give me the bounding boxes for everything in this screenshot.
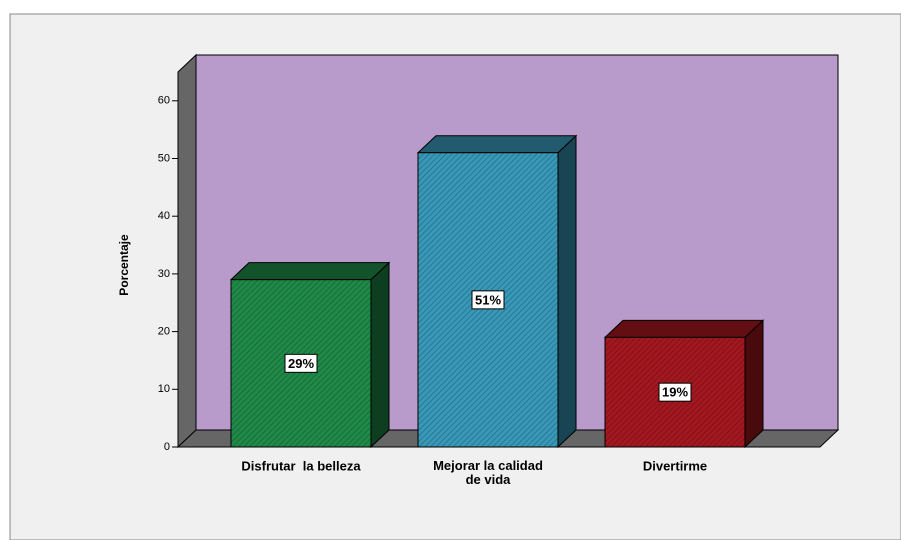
bar-top: [416, 135, 578, 154]
y-axis-label: Porcentaje: [117, 234, 131, 296]
bar-side: [557, 134, 577, 449]
y-tick-label: 20: [158, 326, 170, 338]
x-tick-label: Disfrutar la belleza: [241, 458, 361, 473]
bar-top: [603, 319, 765, 338]
bar-side: [744, 319, 764, 449]
value-label: 51%: [475, 292, 501, 307]
value-label: 19%: [662, 385, 688, 400]
value-label-box: [471, 290, 505, 310]
y-tick-label: 60: [158, 95, 170, 107]
bar-top: [229, 262, 391, 281]
value-label-box: [658, 382, 692, 402]
bar-side: [370, 261, 390, 449]
y-tick-label: 50: [158, 152, 170, 164]
value-label-box: [284, 353, 318, 373]
y-tick-label: 10: [158, 383, 170, 395]
y-tick-label: 40: [158, 210, 170, 222]
y-tick-label: 30: [158, 268, 170, 280]
x-tick-label: Mejorar la calidad de vida: [433, 458, 543, 487]
bar: [603, 319, 765, 449]
value-label: 29%: [288, 356, 314, 371]
y-tick-label: 0: [164, 441, 170, 453]
x-tick-label: Divertirme: [643, 458, 707, 473]
side-wall: [177, 53, 197, 449]
